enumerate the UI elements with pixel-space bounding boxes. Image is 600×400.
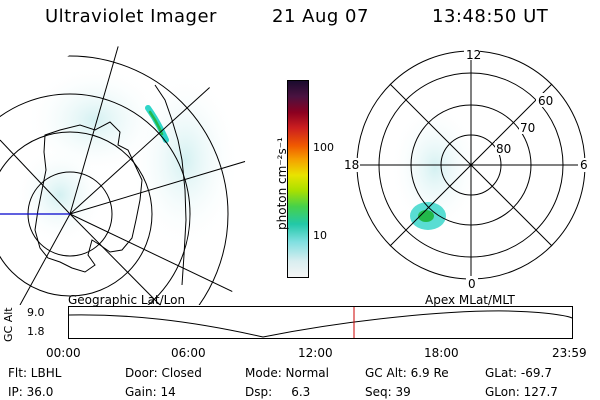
aurora-haze xyxy=(130,70,240,250)
status-door: Door: Closed xyxy=(125,366,202,380)
map-image-area xyxy=(0,45,246,305)
status-dsp: Dsp: 6.3 xyxy=(245,385,311,399)
mlt-label-0: 0 xyxy=(468,277,476,291)
polar-plot: 60 70 80 12 18 6 0 xyxy=(342,48,592,291)
status-glon: GLon: 127.7 xyxy=(485,385,558,399)
mlt-label-12: 12 xyxy=(466,48,481,62)
colorbar-unit: photon cm⁻²s⁻¹ xyxy=(275,137,289,230)
timeline-xtick-0000: 00:00 xyxy=(46,346,81,360)
colorbar-tick-100: 100 xyxy=(313,141,334,154)
lat-label-70: 70 xyxy=(520,121,535,135)
header-time: 13:48:50 UT xyxy=(432,6,549,27)
status-ip: IP: 36.0 xyxy=(8,385,54,399)
timeline-ytick-1-8: 1.8 xyxy=(27,325,45,338)
aurora-spot-core xyxy=(418,210,434,222)
status-gc-alt: GC Alt: 6.9 Re xyxy=(365,366,449,380)
app-title: Ultraviolet Imager xyxy=(45,6,217,27)
lat-label-80: 80 xyxy=(496,142,511,156)
altitude-timeline xyxy=(68,306,573,339)
colorbar-tick-10: 10 xyxy=(313,229,327,242)
timeline-xtick-2359: 23:59 xyxy=(552,346,587,360)
timeline-left-title: Geographic Lat/Lon xyxy=(68,293,186,307)
aurora-haze xyxy=(390,103,480,233)
coastline xyxy=(34,121,143,273)
lat-label-60: 60 xyxy=(538,94,553,108)
timeline-xtick-1800: 18:00 xyxy=(424,346,459,360)
status-gain: Gain: 14 xyxy=(125,385,176,399)
status-seq: Seq: 39 xyxy=(365,385,411,399)
geographic-map xyxy=(0,45,246,305)
status-mode: Mode: Normal xyxy=(245,366,329,380)
timeline-xtick-1200: 12:00 xyxy=(298,346,333,360)
timeline-ytick-9: 9.0 xyxy=(27,306,45,319)
timeline-right-title: Apex MLat/MLT xyxy=(425,293,515,307)
timeline-xtick-0600: 06:00 xyxy=(171,346,206,360)
mlt-label-6: 6 xyxy=(580,158,588,172)
timeline-frame xyxy=(68,306,573,339)
mlt-label-18: 18 xyxy=(344,158,359,172)
status-filter: Flt: LBHL xyxy=(8,366,62,380)
status-glat: GLat: -69.7 xyxy=(485,366,552,380)
coastline xyxy=(154,84,187,286)
colorbar xyxy=(287,80,309,278)
altitude-curve xyxy=(68,310,573,338)
timeline-axis-label: GC Alt xyxy=(2,307,15,342)
mlt-spokes xyxy=(357,51,585,279)
header-date: 21 Aug 07 xyxy=(272,6,369,27)
